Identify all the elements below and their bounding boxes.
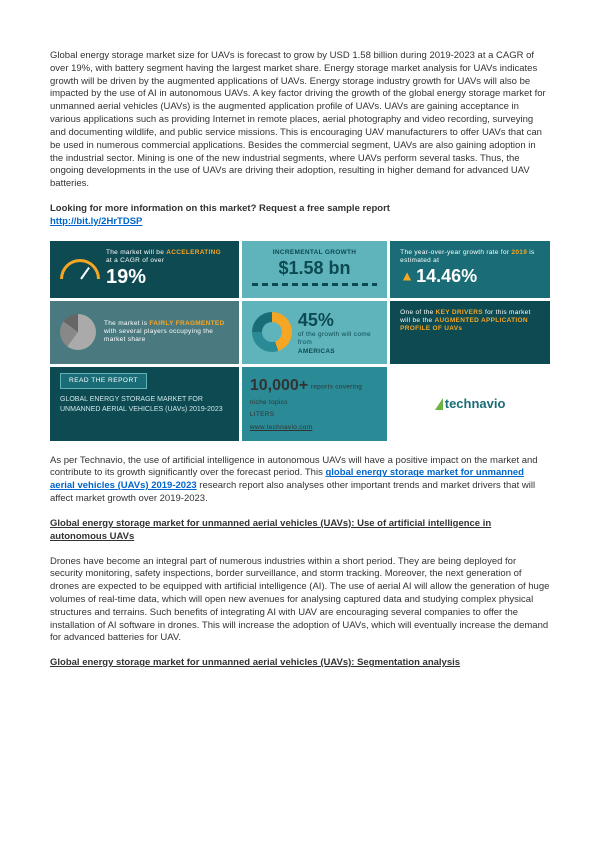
- ig-yoy-cell: The year-over-year growth rate for 2019 …: [390, 241, 550, 298]
- intro-paragraph: Global energy storage market size for UA…: [50, 50, 550, 191]
- ig-stats-url[interactable]: www.technavio.com: [250, 424, 379, 433]
- heading-ai-uavs: Global energy storage market for unmanne…: [50, 518, 550, 544]
- ig-americas-cell: 45% of the growth will come from AMERICA…: [242, 301, 387, 364]
- ig-americas-value: 45%: [298, 309, 334, 332]
- ig-stats-cell: 10,000+ reports covering niche topics LI…: [242, 367, 387, 441]
- report-title: GLOBAL ENERGY STORAGE MARKET FOR UNMANNE…: [60, 395, 229, 413]
- ig-driver-cell: One of the KEY DRIVERS for this market w…: [390, 301, 550, 364]
- ig-americas-label: of the growth will come from AMERICAS: [298, 331, 377, 355]
- cta-link[interactable]: http://bit.ly/2HrTDSP: [50, 216, 142, 227]
- ig-driver-text: One of the KEY DRIVERS for this market w…: [400, 309, 540, 333]
- ig-yoy-label: The year-over-year growth rate for 2019 …: [400, 249, 540, 265]
- ig-cagr-value: 19%: [106, 265, 146, 290]
- cta-block: Looking for more information on this mar…: [50, 203, 550, 229]
- ig-stats-sub: LITERS: [250, 411, 379, 420]
- ig-yoy-value: ▲ 14.46%: [400, 265, 540, 288]
- infographic: The market will be ACCELERATING at a CAG…: [50, 241, 550, 441]
- logo-triangle-icon: [435, 398, 443, 410]
- heading-segmentation: Global energy storage market for unmanne…: [50, 657, 550, 670]
- triangle-up-icon: ▲: [400, 267, 414, 283]
- gauge-icon: [60, 259, 100, 279]
- ig-cagr-label: The market will be ACCELERATING at a CAG…: [106, 249, 229, 265]
- pie-icon: [60, 314, 96, 350]
- read-report-button[interactable]: READ THE REPORT: [60, 373, 147, 390]
- ig-stats-value: 10,000+: [250, 375, 308, 397]
- ig-read-report-cell: READ THE REPORT GLOBAL ENERGY STORAGE MA…: [50, 367, 239, 441]
- para3: Drones have become an integral part of n…: [50, 556, 550, 646]
- ig-cagr-cell: The market will be ACCELERATING at a CAG…: [50, 241, 239, 298]
- ig-logo-cell: technavio: [390, 367, 550, 441]
- technavio-logo: technavio: [435, 395, 506, 413]
- ig-incremental-cell: INCREMENTAL GROWTH $1.58 bn: [242, 241, 387, 298]
- cta-text: Looking for more information on this mar…: [50, 203, 390, 214]
- para2: As per Technavio, the use of artificial …: [50, 455, 550, 506]
- ig-incremental-value: $1.58 bn: [279, 257, 351, 280]
- ig-fragmented-cell: The market is FAIRLY FRAGMENTED with sev…: [50, 301, 239, 364]
- ig-incremental-label: INCREMENTAL GROWTH: [252, 249, 377, 257]
- donut-icon: [252, 312, 292, 352]
- ig-fragmented-text: The market is FAIRLY FRAGMENTED with sev…: [104, 320, 229, 344]
